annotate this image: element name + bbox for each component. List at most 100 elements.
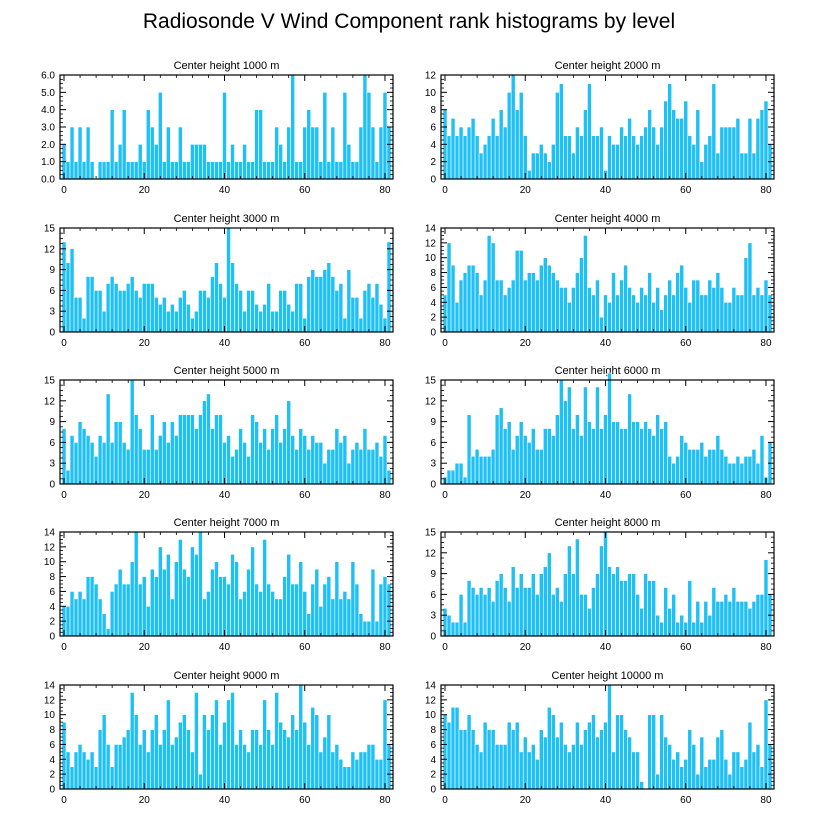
histogram-bar — [246, 455, 251, 485]
histogram-bar — [65, 469, 71, 485]
histogram-bar — [522, 135, 528, 180]
histogram-bar — [218, 576, 223, 637]
x-tick-label: 40 — [600, 490, 612, 501]
y-tick-label: 9 — [430, 569, 436, 580]
histogram-bar — [69, 126, 75, 180]
y-tick-label: 0 — [49, 328, 55, 339]
histogram-bar — [222, 442, 227, 485]
histogram-bar — [170, 598, 175, 637]
histogram-bar — [559, 721, 564, 790]
x-tick-label: 60 — [680, 490, 692, 501]
histogram-bar — [238, 729, 243, 790]
histogram-bar — [210, 568, 215, 637]
histogram-bar — [534, 758, 540, 790]
y-tick-label: 10 — [425, 253, 437, 264]
histogram-bar — [514, 435, 520, 485]
x-tick-label: 60 — [680, 338, 692, 349]
histogram-bar — [687, 729, 693, 790]
histogram-bar — [603, 531, 608, 637]
histogram-bar — [699, 294, 705, 333]
histogram-bar — [270, 591, 275, 637]
histogram-bar — [234, 283, 239, 333]
histogram-bar — [338, 758, 344, 790]
histogram-bar — [486, 587, 492, 637]
panel-title: Center height 4000 m — [555, 213, 661, 225]
histogram-bar — [254, 303, 259, 333]
histogram-bar — [735, 601, 741, 637]
histogram-bar — [470, 264, 476, 333]
histogram-bar — [346, 269, 352, 333]
histogram-bar — [639, 287, 644, 333]
histogram-panel: Center height 6000 m 0 3 6 9 12 15 0 20 40 60 80 — [425, 365, 775, 501]
histogram-bar — [97, 598, 103, 637]
histogram-bar — [145, 283, 151, 333]
histogram-bar — [69, 435, 75, 485]
histogram-bar — [470, 455, 476, 485]
histogram-bar — [262, 699, 267, 790]
histogram-bar — [145, 605, 151, 637]
histogram-bar — [318, 605, 324, 637]
histogram-bar — [667, 83, 672, 180]
histogram-bar — [338, 442, 344, 485]
histogram-bar — [735, 751, 741, 790]
histogram-bar — [623, 580, 628, 637]
y-tick-label: 4 — [430, 755, 436, 766]
y-tick-label: 12 — [44, 542, 56, 553]
histogram-bar — [354, 297, 360, 333]
histogram-bar — [462, 272, 468, 333]
histogram-bar — [214, 699, 219, 790]
histogram-bar — [93, 583, 99, 637]
histogram-bar — [262, 161, 267, 180]
histogram-bar — [474, 744, 480, 790]
histogram-bar — [105, 161, 111, 180]
histogram-bar — [635, 144, 640, 180]
histogram-bar — [370, 297, 376, 333]
histogram-bar — [599, 316, 604, 333]
y-tick-label: 12 — [44, 695, 56, 706]
histogram-bar — [158, 435, 163, 485]
histogram-bar — [579, 135, 584, 180]
histogram-bar — [727, 462, 733, 485]
histogram-bar — [298, 684, 304, 790]
histogram-bar — [595, 736, 600, 790]
histogram-bar — [454, 135, 460, 180]
histogram-bar — [486, 729, 492, 790]
histogram-bar — [141, 283, 147, 333]
histogram-bar — [494, 135, 500, 180]
histogram-bar — [755, 287, 761, 333]
y-tick-label: 2 — [430, 770, 436, 781]
histogram-bar — [77, 744, 83, 790]
histogram-bar — [314, 276, 320, 333]
x-tick-label: 40 — [219, 795, 231, 806]
histogram-bar — [202, 144, 207, 180]
histogram-bar — [330, 449, 336, 485]
histogram-bar — [655, 773, 660, 790]
y-tick-label: 3 — [430, 459, 436, 470]
histogram-bar — [747, 242, 753, 333]
histogram-bar — [723, 758, 729, 790]
histogram-bar — [338, 598, 344, 637]
histogram-bar — [186, 576, 191, 637]
histogram-bar — [238, 598, 243, 637]
histogram-bar — [591, 714, 596, 790]
x-tick-label: 60 — [299, 185, 311, 196]
histogram-bar — [526, 170, 532, 180]
y-tick-label: 10 — [44, 710, 56, 721]
histogram-bar — [619, 279, 624, 333]
y-tick-label: 0 — [430, 175, 436, 186]
histogram-bar — [133, 290, 139, 333]
y-tick-label: 12 — [425, 548, 437, 559]
histogram-bar — [458, 279, 464, 333]
histogram-bar — [326, 449, 332, 485]
histogram-bar — [486, 455, 492, 485]
histogram-bar — [538, 729, 544, 790]
histogram-bar — [137, 144, 143, 180]
histogram-bar — [234, 449, 239, 485]
histogram-bar — [518, 249, 524, 333]
histogram-bar — [631, 294, 636, 333]
histogram-bar — [671, 109, 677, 180]
histogram-bar — [310, 583, 316, 637]
histogram-bar — [149, 126, 155, 180]
histogram-bar — [117, 290, 123, 333]
histogram-bar — [675, 118, 681, 180]
